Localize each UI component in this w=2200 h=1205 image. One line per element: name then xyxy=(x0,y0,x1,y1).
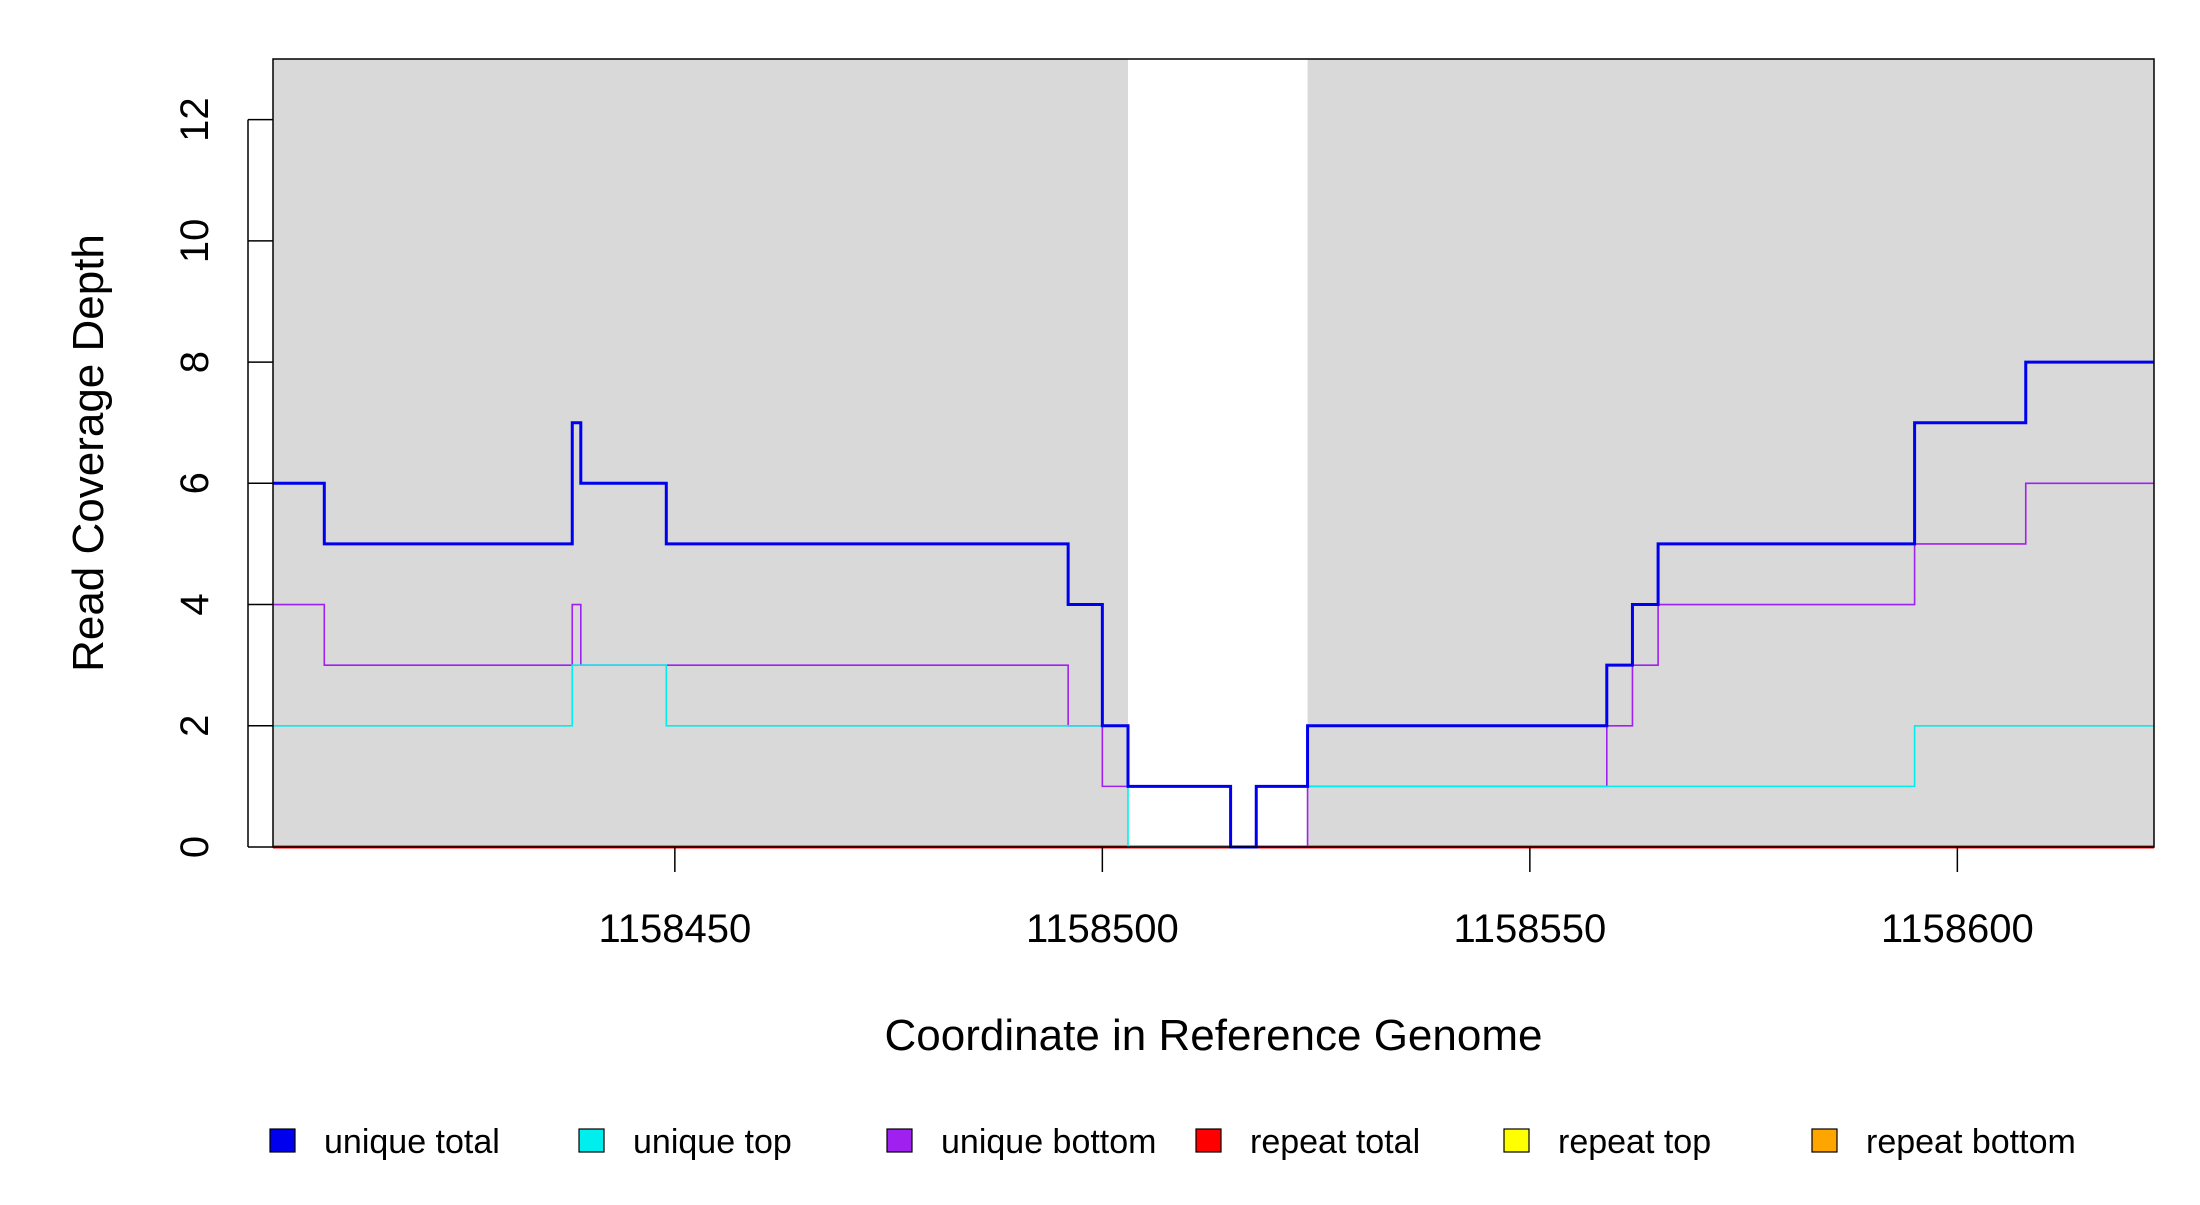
y-tick-label: 12 xyxy=(173,97,217,142)
legend-label: repeat top xyxy=(1558,1123,1711,1161)
x-axis-label: Coordinate in Reference Genome xyxy=(885,1011,1543,1060)
shaded-region xyxy=(273,59,1128,847)
y-axis: 0 2 4 6 8 10 12 xyxy=(173,97,273,858)
y-tick-label: 8 xyxy=(173,351,217,373)
x-tick-label: 1158550 xyxy=(1453,907,1606,951)
legend-label: unique top xyxy=(633,1123,792,1161)
legend-label: repeat bottom xyxy=(1866,1123,2076,1161)
y-axis-label: Read Coverage Depth xyxy=(64,234,113,672)
x-tick-label: 1158600 xyxy=(1881,907,2034,951)
legend-swatch xyxy=(578,1128,605,1153)
legend-label: unique bottom xyxy=(941,1123,1157,1161)
y-tick-label: 4 xyxy=(173,593,217,615)
legend: unique total unique top unique bottom repea… xyxy=(269,1123,2076,1161)
y-tick-label: 2 xyxy=(173,715,217,737)
legend-swatch xyxy=(1195,1128,1222,1153)
shaded-region xyxy=(1307,59,2154,847)
legend-swatch xyxy=(269,1128,296,1153)
series-line-unique-total xyxy=(273,360,2154,849)
shaded-regions xyxy=(273,59,2154,847)
x-tick-label: 1158450 xyxy=(598,907,751,951)
y-tick-label: 0 xyxy=(173,836,217,858)
y-tick-label: 10 xyxy=(173,219,217,264)
legend-swatch xyxy=(1811,1128,1838,1153)
plot-frame xyxy=(272,58,2155,848)
legend-swatch xyxy=(1503,1128,1530,1153)
legend-swatch xyxy=(886,1128,913,1153)
x-tick-label: 1158500 xyxy=(1026,907,1179,951)
x-axis: 1158450 1158500 1158550 1158600 xyxy=(598,847,2034,951)
legend-label: repeat total xyxy=(1250,1123,1420,1161)
legend-label: unique total xyxy=(324,1123,500,1161)
y-tick-label: 6 xyxy=(173,472,217,494)
